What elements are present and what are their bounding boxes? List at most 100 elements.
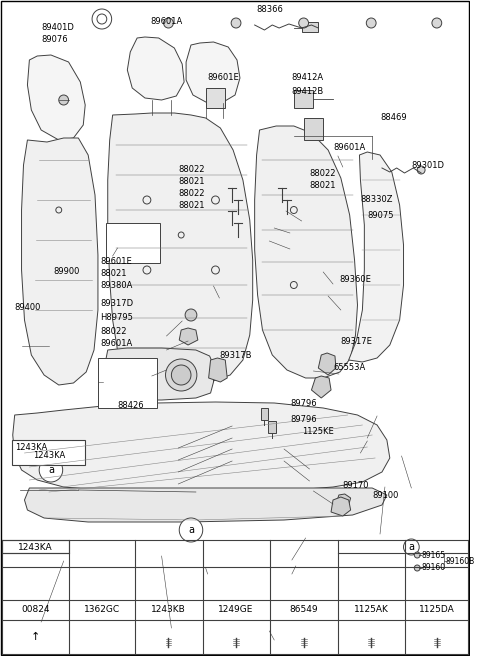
Circle shape [414, 552, 420, 558]
Circle shape [290, 281, 297, 289]
Bar [2, 540, 69, 553]
Circle shape [121, 359, 153, 391]
Circle shape [166, 359, 197, 391]
Polygon shape [312, 376, 331, 398]
Circle shape [56, 207, 62, 213]
Circle shape [92, 9, 112, 29]
Text: a: a [188, 525, 194, 535]
Text: 1125DA: 1125DA [419, 605, 455, 615]
Text: 88022: 88022 [100, 327, 126, 337]
Polygon shape [106, 348, 214, 400]
Text: 88021: 88021 [178, 178, 205, 186]
Circle shape [417, 166, 425, 174]
Circle shape [290, 207, 297, 213]
Circle shape [164, 18, 173, 28]
Bar [12, 440, 85, 465]
Bar [106, 223, 160, 263]
Text: a: a [48, 465, 54, 475]
Circle shape [179, 518, 203, 542]
Text: 89412B: 89412B [292, 87, 324, 96]
Polygon shape [24, 488, 387, 522]
Text: 88469: 88469 [380, 113, 407, 123]
Text: 89317E: 89317E [341, 337, 372, 346]
Polygon shape [127, 37, 184, 100]
Circle shape [143, 266, 151, 274]
Circle shape [414, 565, 420, 571]
Circle shape [299, 18, 309, 28]
Polygon shape [348, 152, 404, 362]
Text: 89601E: 89601E [208, 73, 240, 83]
Polygon shape [13, 402, 390, 492]
Text: 89360E: 89360E [339, 276, 371, 285]
Text: 89076: 89076 [41, 35, 68, 45]
Text: 89900: 89900 [54, 268, 80, 276]
Text: H89795: H89795 [100, 314, 133, 323]
Polygon shape [108, 113, 252, 385]
Text: 89100: 89100 [372, 491, 398, 499]
Circle shape [127, 365, 147, 385]
Polygon shape [22, 138, 98, 385]
Text: 89160: 89160 [421, 564, 445, 573]
Circle shape [185, 309, 197, 321]
Text: 88022: 88022 [310, 169, 336, 178]
Text: 1125KE: 1125KE [301, 428, 334, 436]
Text: 89380A: 89380A [100, 281, 132, 291]
Polygon shape [331, 497, 350, 516]
Text: 89165: 89165 [421, 550, 445, 560]
Circle shape [97, 14, 107, 24]
Text: 1243KA: 1243KA [33, 451, 65, 459]
Text: 88022: 88022 [178, 190, 205, 199]
Text: ↑: ↑ [31, 632, 40, 642]
Circle shape [212, 196, 219, 204]
Polygon shape [318, 353, 336, 375]
Text: 89317B: 89317B [219, 350, 252, 359]
Polygon shape [27, 55, 85, 140]
Polygon shape [255, 126, 358, 378]
Text: 89317D: 89317D [100, 300, 133, 308]
Bar [98, 358, 156, 408]
Text: 1243KB: 1243KB [151, 605, 186, 615]
Text: 89301D: 89301D [411, 161, 444, 169]
Circle shape [404, 539, 419, 555]
Text: 88021: 88021 [178, 201, 205, 211]
Polygon shape [301, 22, 318, 32]
Text: 89170: 89170 [343, 482, 369, 491]
Text: 88022: 88022 [178, 165, 205, 174]
Text: 89601A: 89601A [333, 144, 365, 152]
Text: 86549: 86549 [289, 605, 318, 615]
Text: a: a [408, 542, 414, 552]
Text: 1249GE: 1249GE [218, 605, 254, 615]
Text: 00824: 00824 [21, 605, 49, 615]
Polygon shape [294, 90, 313, 108]
Polygon shape [268, 421, 276, 433]
Text: 65553A: 65553A [333, 363, 365, 373]
Text: 89400: 89400 [15, 304, 41, 312]
Text: 89401D: 89401D [41, 24, 74, 33]
Text: 89160B: 89160B [445, 556, 475, 565]
Circle shape [171, 365, 191, 385]
Circle shape [432, 18, 442, 28]
Text: 88366: 88366 [257, 5, 284, 14]
Text: 89601A: 89601A [151, 18, 183, 26]
Circle shape [231, 18, 241, 28]
Text: 89601E: 89601E [100, 258, 132, 266]
Text: 89796: 89796 [290, 400, 316, 409]
Polygon shape [205, 88, 225, 108]
Text: 1362GC: 1362GC [84, 605, 120, 615]
Polygon shape [209, 358, 227, 382]
Circle shape [39, 458, 63, 482]
Text: 1125AK: 1125AK [354, 605, 389, 615]
Text: 1243KA: 1243KA [15, 443, 47, 453]
Circle shape [212, 266, 219, 274]
Circle shape [366, 18, 376, 28]
Circle shape [178, 232, 184, 238]
Polygon shape [261, 408, 268, 420]
Polygon shape [338, 494, 350, 505]
Polygon shape [186, 42, 240, 103]
Text: 88330Z: 88330Z [360, 195, 393, 205]
Text: 1243KA: 1243KA [18, 543, 53, 552]
Text: 88021: 88021 [310, 180, 336, 190]
Circle shape [143, 196, 151, 204]
Text: 89796: 89796 [290, 415, 316, 424]
Polygon shape [179, 328, 198, 345]
